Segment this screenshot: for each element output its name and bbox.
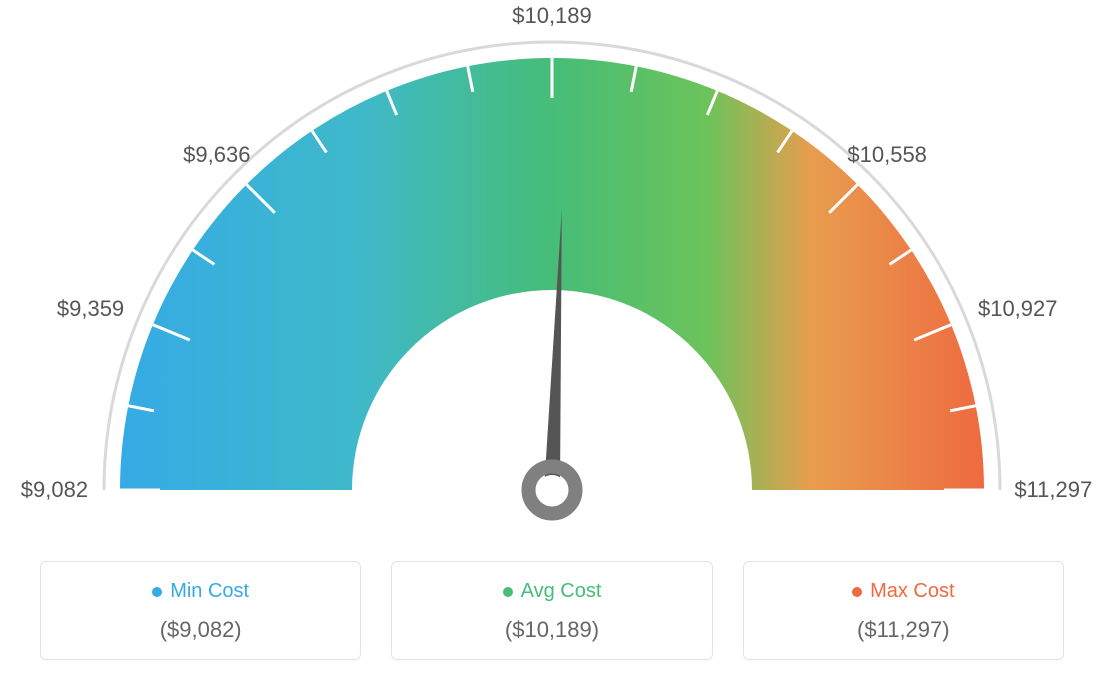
- legend-title-max: Max Cost: [870, 580, 954, 603]
- dot-min: [152, 587, 162, 597]
- dot-avg: [503, 587, 513, 597]
- legend-title-avg: Avg Cost: [521, 580, 602, 603]
- gauge-tick-label: $10,558: [847, 142, 927, 168]
- dot-max: [852, 587, 862, 597]
- legend-card-avg: Avg Cost ($10,189): [391, 561, 712, 660]
- legend-row: Min Cost ($9,082) Avg Cost ($10,189) Max…: [40, 561, 1064, 660]
- gauge-tick-label: $9,082: [21, 477, 88, 503]
- gauge-chart: $9,082 $9,359 $9,636 $10,189 $10,558 $10,927 $…: [0, 0, 1104, 540]
- gauge-tick-label: $10,927: [978, 296, 1058, 322]
- legend-value-avg: ($10,189): [404, 617, 699, 643]
- legend-value-min: ($9,082): [53, 617, 348, 643]
- gauge-tick-label: $9,359: [57, 296, 124, 322]
- legend-title-min: Min Cost: [170, 580, 249, 603]
- legend-card-max: Max Cost ($11,297): [743, 561, 1064, 660]
- legend-card-min: Min Cost ($9,082): [40, 561, 361, 660]
- gauge-tick-label: $9,636: [183, 142, 250, 168]
- gauge-tick-label: $10,189: [512, 3, 592, 29]
- gauge-tick-label: $11,297: [1014, 477, 1092, 503]
- legend-value-max: ($11,297): [756, 617, 1051, 643]
